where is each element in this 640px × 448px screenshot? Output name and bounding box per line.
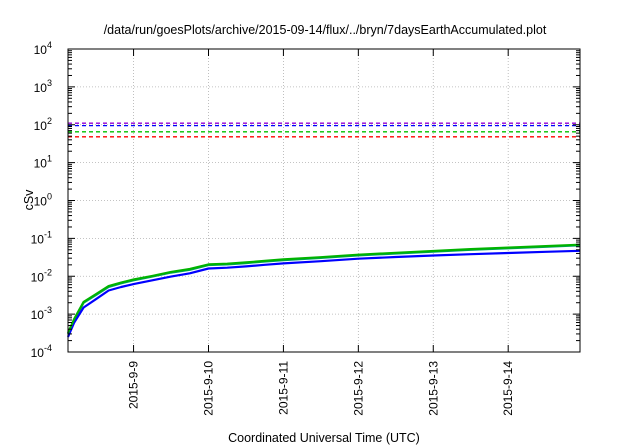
threshold-lines <box>68 122 580 138</box>
series-line <box>66 244 581 335</box>
data-series <box>66 243 581 338</box>
x-axis-label: Coordinated Universal Time (UTC) <box>228 431 420 445</box>
y-tick-label: 102 <box>34 116 52 133</box>
x-tick-labels: 2015-9-9 2015-9-10 2015-9-11 2015-9-12 2015-… <box>127 361 516 416</box>
series-line <box>66 249 581 338</box>
x-tick-label: 2015-9-13 <box>426 361 440 416</box>
y-tick-label: 104 <box>34 40 52 57</box>
y-tick-label: 10-3 <box>31 305 52 322</box>
axis-ticks <box>68 48 580 353</box>
y-tick-label: 10-1 <box>31 229 52 246</box>
y-tick-label: 103 <box>34 78 52 95</box>
chart-title: /data/run/goesPlots/archive/2015-09-14/f… <box>104 23 547 37</box>
y-tick-label: 101 <box>34 154 52 171</box>
y-tick-label: 100 <box>34 192 52 209</box>
y-tick-label: 10-2 <box>31 267 52 284</box>
series-line <box>66 243 581 334</box>
y-tick-label: 10-4 <box>31 343 52 360</box>
x-tick-label: 2015-9-11 <box>276 361 290 415</box>
x-tick-label: 2015-9-9 <box>127 361 141 409</box>
x-tick-label: 2015-9-14 <box>501 361 515 416</box>
x-tick-label: 2015-9-12 <box>351 361 365 416</box>
grid <box>68 49 580 352</box>
x-tick-label: 2015-9-10 <box>201 361 215 416</box>
y-axis-label: cSv <box>22 189 36 211</box>
